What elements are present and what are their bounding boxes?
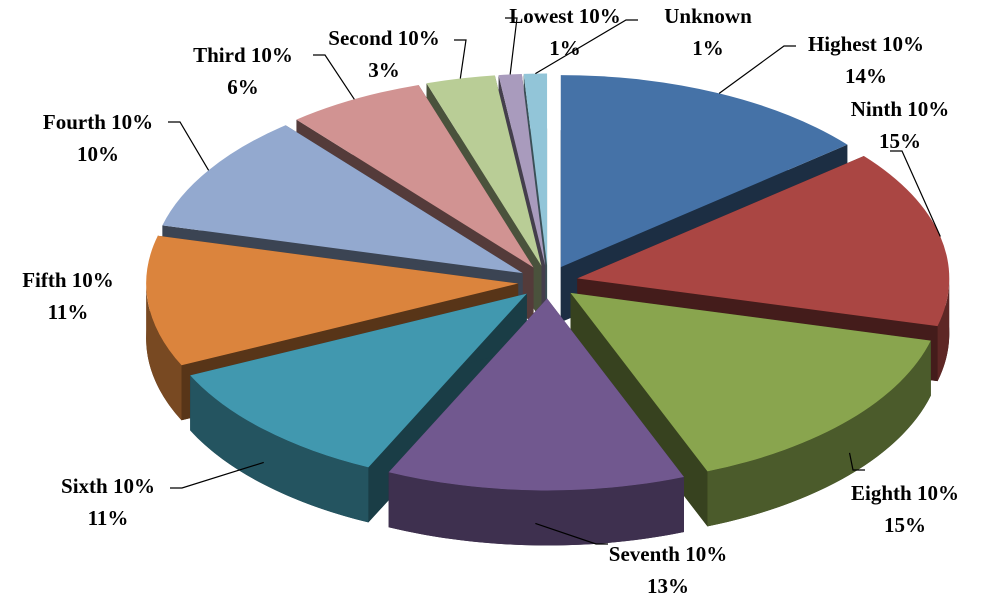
slice-wall xyxy=(388,472,684,546)
slice-label: Second 10% xyxy=(328,26,439,50)
slice-label: Ninth 10% xyxy=(851,97,950,121)
slice-label: Seventh 10% xyxy=(609,542,727,566)
slice-value-label: 15% xyxy=(884,513,926,537)
leader-line xyxy=(890,150,941,237)
slice-label: Fifth 10% xyxy=(22,268,114,292)
slice-top xyxy=(146,235,519,366)
slice-wall xyxy=(146,283,182,421)
slice-wall xyxy=(190,375,369,523)
slice-top xyxy=(570,292,931,472)
slice-value-label: 11% xyxy=(48,300,89,324)
leader-line xyxy=(718,45,796,94)
leader-line xyxy=(170,461,264,489)
slice-top xyxy=(560,75,848,268)
leader-line xyxy=(168,121,210,171)
slice-wall xyxy=(707,340,931,527)
slice-value-label: 15% xyxy=(879,129,921,153)
leader-line xyxy=(848,452,865,471)
slice-top xyxy=(388,298,684,491)
slice-wall xyxy=(937,278,950,382)
slice-value-label: 1% xyxy=(692,36,724,60)
leader-line xyxy=(505,17,518,75)
slice xyxy=(388,298,684,546)
slice-label: Eighth 10% xyxy=(851,481,959,505)
slice-top xyxy=(162,125,523,274)
slice-label: Unknown xyxy=(664,4,752,28)
leader-line xyxy=(454,39,467,79)
slice-top xyxy=(577,156,950,327)
leader-line xyxy=(313,54,355,100)
leader-line xyxy=(535,522,608,545)
slice-top xyxy=(190,293,527,468)
slice-label: Lowest 10% xyxy=(509,4,620,28)
slice-top xyxy=(523,73,548,266)
slice-value-label: 3% xyxy=(368,58,400,82)
slice-value-label: 11% xyxy=(88,506,129,530)
slice-top xyxy=(296,84,534,268)
slice-label: Fourth 10% xyxy=(43,110,153,134)
slice-value-label: 6% xyxy=(227,75,259,99)
slice-value-label: 14% xyxy=(845,64,887,88)
slice-value-label: 13% xyxy=(647,574,689,598)
slice-top xyxy=(426,75,542,266)
leader-line xyxy=(535,19,638,75)
slice-top xyxy=(498,73,546,266)
slice-label: Highest 10% xyxy=(808,32,924,56)
slice-label: Third 10% xyxy=(193,43,293,67)
slice-value-label: 10% xyxy=(77,142,119,166)
slice-label: Sixth 10% xyxy=(61,474,155,498)
